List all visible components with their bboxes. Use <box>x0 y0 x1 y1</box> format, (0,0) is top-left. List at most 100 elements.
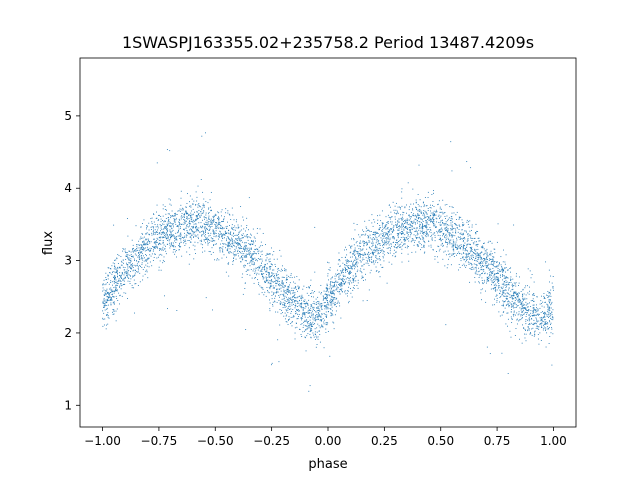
data-point <box>356 285 358 286</box>
data-point <box>303 285 305 287</box>
data-point <box>376 248 378 250</box>
data-point <box>201 225 203 227</box>
data-point <box>352 281 354 283</box>
data-point <box>522 288 524 290</box>
data-point <box>274 281 276 282</box>
data-point <box>152 250 154 252</box>
data-point <box>165 225 167 227</box>
data-point <box>305 303 306 305</box>
data-point <box>374 247 376 249</box>
data-point <box>378 248 380 250</box>
data-point <box>458 224 460 226</box>
data-point <box>146 249 148 251</box>
data-point <box>284 292 286 294</box>
data-point <box>434 234 436 236</box>
data-point <box>175 232 177 234</box>
data-point <box>266 252 268 254</box>
data-point <box>494 284 496 286</box>
data-point <box>526 313 528 315</box>
data-point <box>315 320 316 322</box>
data-point <box>365 230 367 232</box>
data-point <box>447 242 449 244</box>
data-point <box>527 306 529 308</box>
data-point <box>500 256 502 258</box>
data-point <box>326 289 328 290</box>
data-point <box>375 244 376 246</box>
data-point <box>247 263 248 265</box>
data-point <box>265 244 266 246</box>
data-point <box>228 230 229 232</box>
data-point <box>547 323 549 325</box>
data-point <box>169 213 170 215</box>
data-point <box>309 319 311 321</box>
data-point <box>180 239 182 241</box>
data-point <box>533 295 535 296</box>
data-point <box>345 267 346 269</box>
data-point <box>189 236 191 238</box>
data-point <box>430 219 432 220</box>
data-point <box>203 205 205 207</box>
data-point <box>373 263 375 265</box>
data-point <box>504 300 506 302</box>
data-point <box>367 229 369 231</box>
data-point <box>440 224 442 226</box>
data-point <box>229 239 231 241</box>
data-point <box>368 252 370 254</box>
data-point <box>303 321 305 323</box>
data-point <box>527 309 529 311</box>
data-point <box>491 271 493 272</box>
data-point <box>283 315 285 317</box>
data-point <box>545 327 547 329</box>
data-point <box>438 214 440 216</box>
data-point <box>449 232 451 234</box>
data-point <box>534 331 535 333</box>
data-point <box>353 279 355 281</box>
data-point <box>375 246 377 248</box>
data-point <box>174 222 176 224</box>
data-point <box>327 294 329 296</box>
data-point <box>449 233 451 234</box>
data-point <box>468 226 470 228</box>
data-point <box>240 252 242 254</box>
data-point <box>142 247 144 249</box>
data-point <box>215 214 217 216</box>
data-point <box>178 235 180 237</box>
data-point <box>184 236 186 238</box>
data-point <box>272 276 274 278</box>
data-point <box>491 253 493 255</box>
data-point <box>288 305 290 307</box>
data-point <box>531 334 533 336</box>
data-point <box>375 266 377 268</box>
data-point <box>347 261 349 263</box>
data-point <box>438 239 440 241</box>
data-point <box>414 230 416 232</box>
data-point <box>392 255 394 257</box>
data-point <box>433 213 435 215</box>
data-point <box>165 250 167 252</box>
data-point <box>320 315 322 317</box>
data-point <box>294 300 295 302</box>
data-point <box>319 305 321 307</box>
data-point <box>377 219 379 221</box>
data-point <box>140 258 142 260</box>
data-point <box>531 317 532 319</box>
data-point <box>432 221 433 223</box>
data-point <box>439 224 441 226</box>
data-point <box>180 232 182 234</box>
data-point <box>250 269 252 270</box>
data-point <box>505 284 507 286</box>
data-point <box>150 229 152 230</box>
data-point <box>350 267 352 269</box>
data-point <box>389 206 391 208</box>
data-point <box>513 224 515 226</box>
data-point <box>162 248 164 250</box>
data-point <box>216 226 218 228</box>
data-point <box>398 226 400 228</box>
data-point <box>328 291 330 293</box>
data-point <box>121 295 123 297</box>
data-point <box>188 263 190 265</box>
data-point <box>176 213 178 215</box>
data-point <box>162 223 163 225</box>
data-point <box>502 269 504 270</box>
data-point <box>345 261 347 263</box>
